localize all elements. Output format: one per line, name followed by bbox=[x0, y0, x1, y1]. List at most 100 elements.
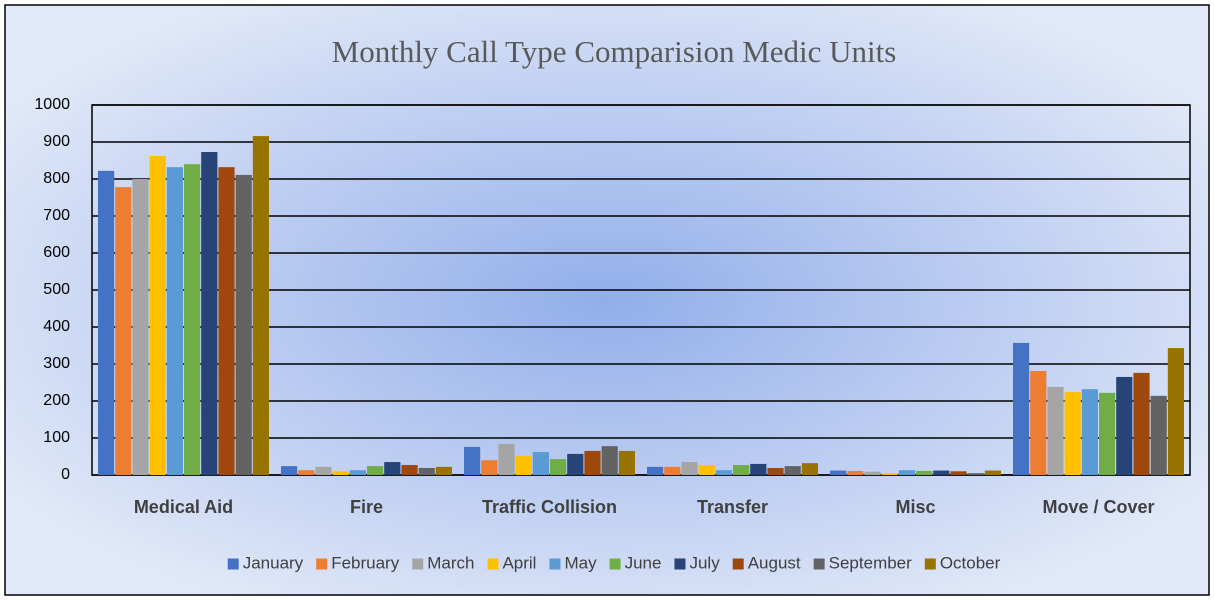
legend-swatch bbox=[813, 558, 825, 570]
bar bbox=[664, 466, 681, 475]
bar bbox=[916, 470, 933, 475]
y-tick-label: 0 bbox=[61, 466, 70, 483]
bar bbox=[681, 462, 698, 475]
legend-label: April bbox=[502, 553, 536, 572]
y-tick-label: 500 bbox=[43, 281, 70, 298]
legend-swatch bbox=[227, 558, 239, 570]
bar bbox=[1167, 348, 1185, 475]
bar bbox=[1064, 392, 1081, 475]
legend-label: July bbox=[689, 553, 720, 572]
legend-label: June bbox=[625, 553, 662, 572]
legend-label: September bbox=[829, 553, 912, 572]
bar bbox=[315, 466, 332, 475]
y-tick-label: 800 bbox=[43, 170, 70, 187]
bar bbox=[481, 460, 498, 475]
bar bbox=[1133, 372, 1150, 475]
bar bbox=[401, 465, 418, 475]
bar bbox=[864, 471, 881, 475]
bar bbox=[733, 465, 750, 475]
bar bbox=[1012, 342, 1030, 475]
bar bbox=[1099, 392, 1116, 475]
bar bbox=[149, 156, 166, 475]
y-tick-label: 100 bbox=[43, 429, 70, 446]
bar bbox=[1150, 395, 1167, 475]
bar bbox=[1116, 376, 1133, 475]
bar bbox=[201, 151, 218, 476]
bar bbox=[881, 473, 898, 475]
y-tick-label: 600 bbox=[43, 244, 70, 261]
bar bbox=[898, 470, 915, 475]
legend-swatch bbox=[732, 558, 744, 570]
legend-swatch bbox=[609, 558, 621, 570]
legend-label: January bbox=[243, 553, 304, 572]
plot-border bbox=[91, 104, 1191, 476]
legend-swatch bbox=[412, 558, 424, 570]
bar bbox=[801, 463, 819, 475]
bar bbox=[235, 174, 252, 475]
bar bbox=[418, 467, 435, 475]
legend-swatch bbox=[316, 558, 328, 570]
bar bbox=[767, 467, 784, 475]
bar bbox=[967, 473, 984, 475]
bar bbox=[646, 466, 664, 475]
bar bbox=[984, 470, 1002, 475]
bar bbox=[550, 459, 567, 475]
bar bbox=[515, 456, 532, 475]
bar bbox=[532, 452, 549, 475]
bar bbox=[1047, 386, 1064, 475]
legend-swatch bbox=[549, 558, 561, 570]
bar bbox=[463, 446, 481, 475]
bar bbox=[829, 470, 847, 475]
legend-swatch bbox=[924, 558, 936, 570]
bar bbox=[784, 466, 801, 475]
bar bbox=[115, 187, 132, 475]
legend-swatch bbox=[674, 558, 686, 570]
legend-swatch bbox=[487, 558, 499, 570]
x-tick-label: Fire bbox=[350, 497, 383, 517]
bar bbox=[498, 443, 515, 475]
y-tick-label: 200 bbox=[43, 392, 70, 409]
bar bbox=[715, 470, 732, 475]
bar bbox=[618, 450, 636, 475]
bar bbox=[567, 453, 584, 475]
y-tick-label: 1000 bbox=[34, 96, 70, 113]
bar bbox=[298, 470, 315, 475]
bar bbox=[184, 164, 201, 475]
x-tick-label: Traffic Collision bbox=[482, 497, 617, 517]
x-tick-label: Move / Cover bbox=[1042, 497, 1154, 517]
bar bbox=[435, 466, 453, 475]
bar bbox=[847, 470, 864, 475]
bar bbox=[601, 446, 618, 475]
legend-label: May bbox=[564, 553, 597, 572]
y-tick-label: 300 bbox=[43, 355, 70, 372]
bar bbox=[97, 170, 115, 476]
y-tick-label: 400 bbox=[43, 318, 70, 335]
bar bbox=[280, 466, 298, 475]
bar bbox=[584, 450, 601, 475]
bar bbox=[1030, 371, 1047, 475]
bar bbox=[933, 470, 950, 475]
bar bbox=[252, 136, 270, 475]
legend-label: February bbox=[331, 553, 400, 572]
legend-label: October bbox=[940, 553, 1001, 572]
bar bbox=[218, 167, 235, 475]
y-tick-label: 900 bbox=[43, 133, 70, 150]
x-tick-label: Medical Aid bbox=[134, 497, 233, 517]
bar bbox=[950, 471, 967, 475]
legend-label: March bbox=[427, 553, 474, 572]
legend-label: August bbox=[748, 553, 801, 572]
bar bbox=[166, 167, 183, 475]
bar bbox=[750, 463, 767, 475]
y-tick-label: 700 bbox=[43, 207, 70, 224]
x-tick-label: Misc bbox=[895, 497, 935, 517]
bar bbox=[349, 470, 366, 475]
bar bbox=[332, 471, 349, 475]
x-tick-label: Transfer bbox=[697, 497, 768, 517]
bar bbox=[367, 466, 384, 475]
bar bbox=[698, 465, 715, 475]
chart-title: Monthly Call Type Comparision Medic Unit… bbox=[332, 34, 897, 69]
bar bbox=[384, 462, 401, 475]
bar bbox=[1081, 389, 1098, 475]
bar bbox=[132, 179, 149, 475]
